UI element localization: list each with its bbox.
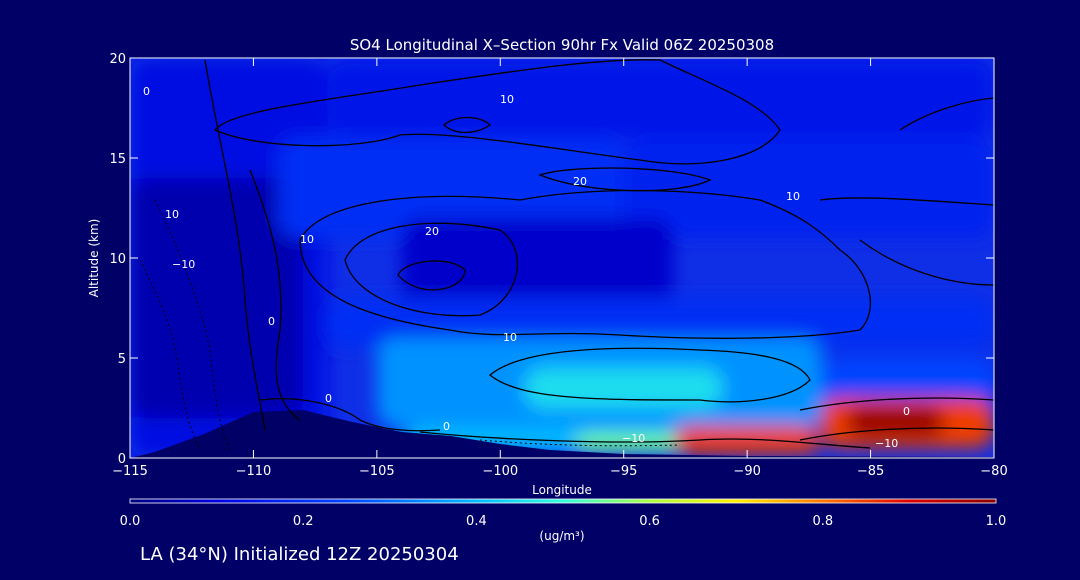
contour-label: 10 — [300, 233, 314, 246]
concentration-field — [130, 58, 994, 458]
field-cell-6 — [327, 298, 994, 348]
contour-line-0-west — [204, 59, 266, 431]
y-axis: 0 5 10 15 20 — [109, 52, 994, 467]
colorbar-unit-label: (ug/m³) — [539, 529, 584, 543]
contour-line-20-core — [344, 222, 519, 317]
colorbar-tick-label: 0.0 — [120, 514, 141, 529]
colorbar: 0.0 0.2 0.4 0.6 0.8 1.0 (ug/m³) — [120, 498, 1007, 543]
colorbar-tick-label: 0.4 — [466, 514, 487, 529]
x-tick-label: −95 — [610, 464, 637, 479]
contour-label: −10 — [875, 437, 898, 450]
contour-line-inner-20 — [443, 116, 492, 134]
chart-title: SO4 Longitudinal X–Section 90hr Fx Valid… — [350, 36, 774, 54]
x-tick-label: −90 — [733, 464, 760, 479]
y-tick-label: 10 — [109, 252, 126, 267]
colorbar-ramp — [129, 498, 997, 504]
contour-line-neg10-low — [799, 427, 994, 441]
y-tick-label: 20 — [109, 52, 126, 67]
plot-area — [130, 58, 994, 458]
contour-line-10-lower — [488, 347, 811, 403]
contour-label: −10 — [622, 432, 645, 445]
colorbar-tick-label: 0.8 — [812, 514, 833, 529]
contour-label: 10 — [503, 331, 517, 344]
field-cell-5 — [401, 218, 674, 318]
contour-line-0-northeast — [859, 239, 994, 286]
contour-line-0-south — [259, 398, 441, 432]
contour-label: 10 — [786, 190, 800, 203]
field-cell-12 — [673, 426, 822, 454]
contour-line-neg10-west — [139, 259, 201, 451]
x-tick-label: −85 — [857, 464, 884, 479]
field-cell-14 — [845, 406, 945, 438]
contour-label: −10 — [172, 258, 195, 271]
contour-line-10-east — [819, 197, 994, 206]
colorbar-tick-label: 0.2 — [293, 514, 314, 529]
contour-line-10-west — [249, 169, 301, 421]
x-tick-label: −115 — [112, 464, 148, 479]
y-tick-label: 5 — [118, 352, 126, 367]
contour-label: 20 — [573, 175, 587, 188]
contour-label: 10 — [500, 93, 514, 106]
contour-label: 0 — [903, 405, 910, 418]
colorbar-tick-label: 0.6 — [639, 514, 660, 529]
terrain-shadow — [130, 410, 994, 458]
y-axis-label: Altitude (km) — [87, 219, 101, 298]
contour-lines — [204, 59, 994, 449]
field-cell-3 — [278, 138, 624, 238]
x-axis: −115 −110 −105 −100 −95 −90 −85 −80 — [112, 58, 1008, 479]
contour-label: 0 — [143, 85, 150, 98]
x-tick-label: −110 — [236, 464, 272, 479]
dashed-contours — [139, 199, 681, 451]
colorbar-tick-label: 1.0 — [986, 514, 1007, 529]
footer-caption: LA (34°N) Initialized 12Z 20250304 — [140, 544, 459, 565]
contour-label: 0 — [443, 420, 450, 433]
contour-label: 10 — [165, 208, 179, 221]
contour-line-20-upper — [213, 59, 781, 165]
field-cell-4 — [623, 138, 994, 238]
contour-label: 20 — [425, 225, 439, 238]
field-cell-8 — [524, 368, 723, 408]
contour-line-0-east — [899, 97, 994, 131]
contour-line-10-large — [299, 189, 872, 339]
contour-labels: 0 10 10 10 20 20 10 0 0 −10 −10 0 10 0 −10 — [143, 85, 910, 450]
contour-line-20-center — [397, 260, 466, 291]
x-axis-label: Longitude — [532, 483, 592, 497]
x-tick-label: −80 — [980, 464, 1007, 479]
contour-line-20-mid — [538, 167, 712, 192]
contour-line-0-southeast — [799, 397, 994, 411]
x-tick-label: −105 — [359, 464, 395, 479]
contour-line-neg10-inner — [154, 199, 231, 451]
y-tick-label: 0 — [118, 452, 126, 467]
x-tick-label: −100 — [482, 464, 518, 479]
contour-line-neg10-surface — [479, 439, 681, 447]
y-tick-label: 15 — [109, 152, 126, 167]
colorbar-ticks: 0.0 0.2 0.4 0.6 0.8 1.0 — [120, 514, 1007, 529]
field-cell-2 — [327, 58, 994, 138]
contour-label: 0 — [268, 315, 275, 328]
field-cell-1 — [130, 178, 303, 418]
contour-label: 0 — [325, 392, 332, 405]
contour-line-surface — [419, 431, 871, 449]
field-cell-11 — [574, 434, 698, 452]
